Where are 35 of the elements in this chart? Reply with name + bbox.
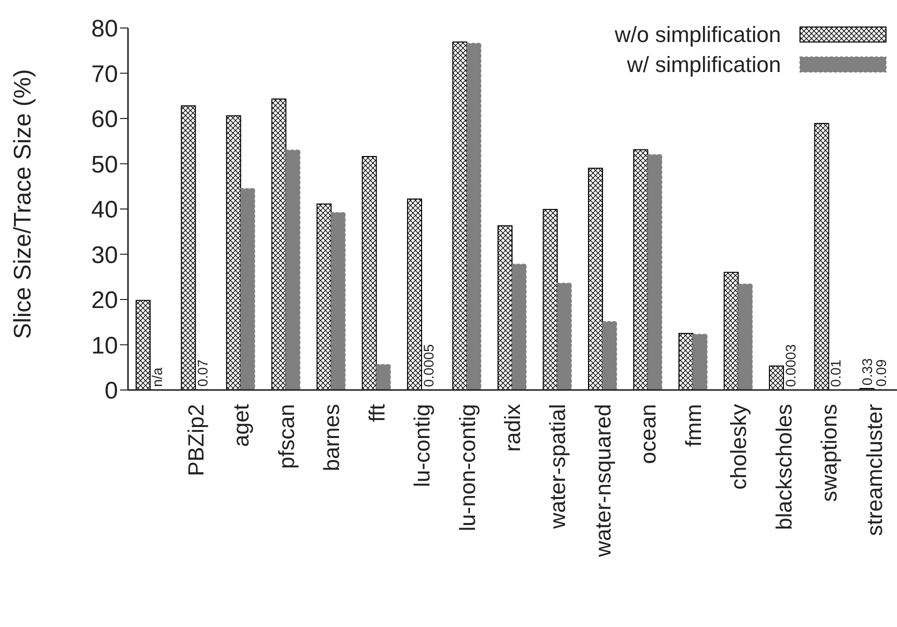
data-label: 0.0005 xyxy=(420,344,437,387)
y-tick-label: 40 xyxy=(91,196,118,224)
x-tick-label: pfscan xyxy=(274,404,299,469)
legend-label: w/ simplification xyxy=(626,52,781,78)
x-tick-label: aget xyxy=(228,404,254,447)
x-tick-label: fft xyxy=(364,404,390,422)
x-tick-label: lu-contig xyxy=(410,404,435,488)
data-label: 0.01 xyxy=(828,359,844,387)
x-tick-label: ocean xyxy=(636,404,661,464)
x-tick-label: barnes xyxy=(319,404,344,472)
data-label: 0.0003 xyxy=(782,344,798,387)
y-tick-label: 80 xyxy=(91,16,118,43)
data-label: 0.09 xyxy=(872,359,889,387)
y-axis-title: Slice Size/Trace Size (%) xyxy=(10,69,37,339)
x-tick-label: cholesky xyxy=(726,404,752,490)
y-tick-label: 60 xyxy=(91,106,118,134)
x-tick-label: fmm xyxy=(680,404,706,447)
x-tick-label: water-nsquared xyxy=(590,404,616,558)
y-tick-label: 50 xyxy=(91,151,118,178)
y-tick-label: 0 xyxy=(104,378,118,405)
text: n/a xyxy=(149,368,166,387)
x-tick-label: water-spatial xyxy=(545,404,570,530)
x-tick-label: swaptions xyxy=(816,404,842,502)
x-tick-label: streamcluster xyxy=(862,404,887,536)
y-tick-label: 20 xyxy=(91,287,118,314)
y-tick-label: 30 xyxy=(91,242,118,269)
x-tick-label: blackscholes xyxy=(771,404,796,530)
data-label: 0.07 xyxy=(194,359,210,387)
x-tick-label: lu-non-contig xyxy=(454,404,480,532)
x-tick-label: radix xyxy=(500,404,525,452)
data-label: 0.33 xyxy=(858,358,875,386)
y-tick-label: 10 xyxy=(91,332,118,360)
x-tick-label: PBZip2 xyxy=(183,404,208,476)
legend-label: w/o simplification xyxy=(614,22,781,48)
y-tick-label: 70 xyxy=(91,60,118,88)
